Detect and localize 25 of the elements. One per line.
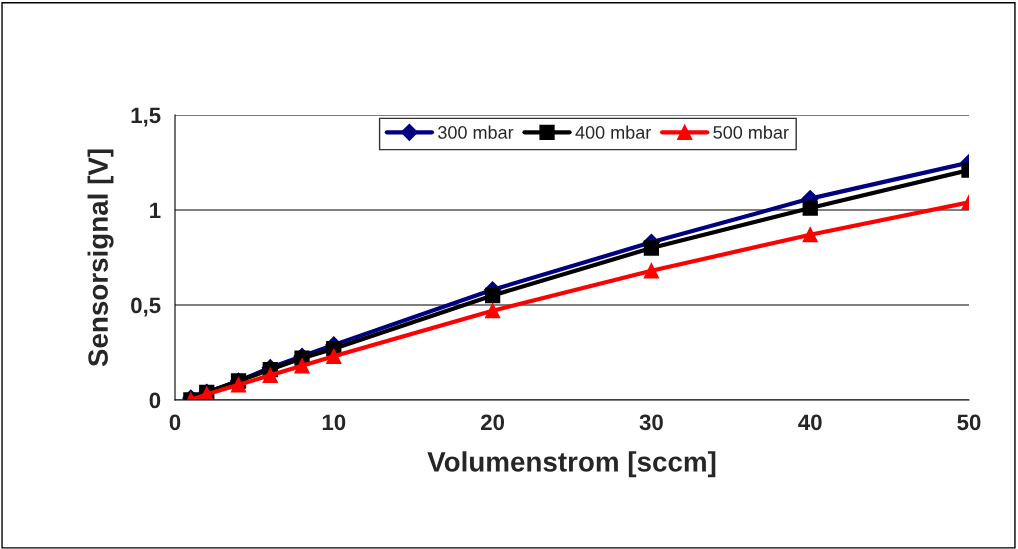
x-tick-label: 40 <box>798 414 822 431</box>
y-tick-label: 0,5 <box>131 297 161 317</box>
point <box>802 227 818 243</box>
y-tick-label: 1,5 <box>131 107 161 127</box>
x-tick-label: 50 <box>957 414 981 431</box>
y-axis-title: Sensorsignal [V] <box>87 149 114 367</box>
point <box>230 377 247 393</box>
legend-label: 500 mbar <box>713 125 789 139</box>
y-tick-label: 0 <box>149 392 161 409</box>
point <box>326 348 342 364</box>
point <box>802 200 818 216</box>
point <box>484 287 501 304</box>
legend-label: 400 mbar <box>575 125 651 139</box>
legend-label: 300 mbar <box>438 125 514 139</box>
point <box>643 240 660 256</box>
point <box>643 263 660 279</box>
x-tick-label: 0 <box>169 414 181 431</box>
x-tick-label: 10 <box>322 414 346 431</box>
point <box>484 303 501 319</box>
point <box>294 358 310 374</box>
y-tick-label: 1 <box>150 202 161 219</box>
x-tick-label: 20 <box>481 414 505 431</box>
x-axis-title: Volumenstrom [sccm] <box>427 451 716 478</box>
point <box>262 367 278 383</box>
x-tick-label: 30 <box>639 414 663 431</box>
